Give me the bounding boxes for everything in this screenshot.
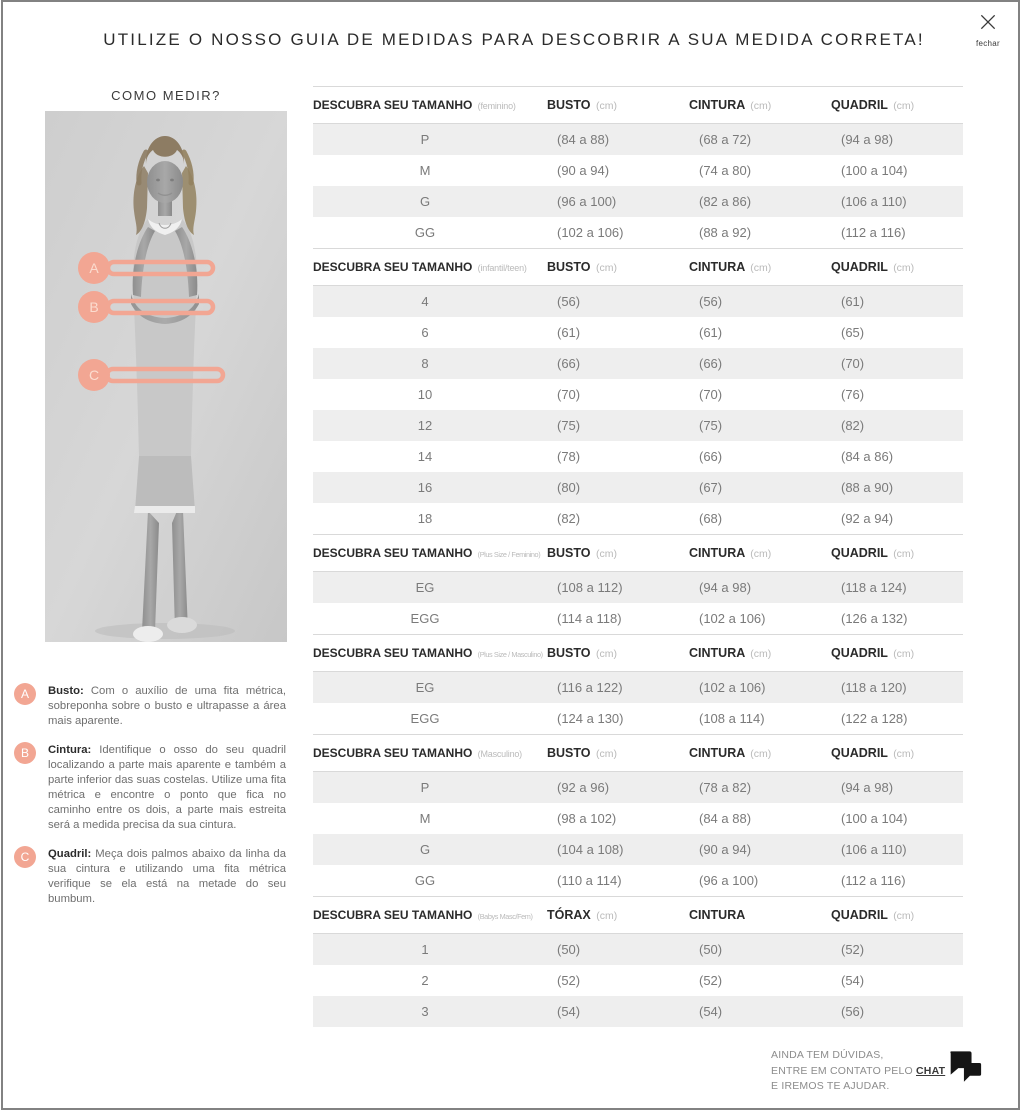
svg-text:C: C [89, 367, 99, 383]
svg-text:B: B [89, 299, 98, 315]
svg-text:A: A [89, 260, 99, 276]
